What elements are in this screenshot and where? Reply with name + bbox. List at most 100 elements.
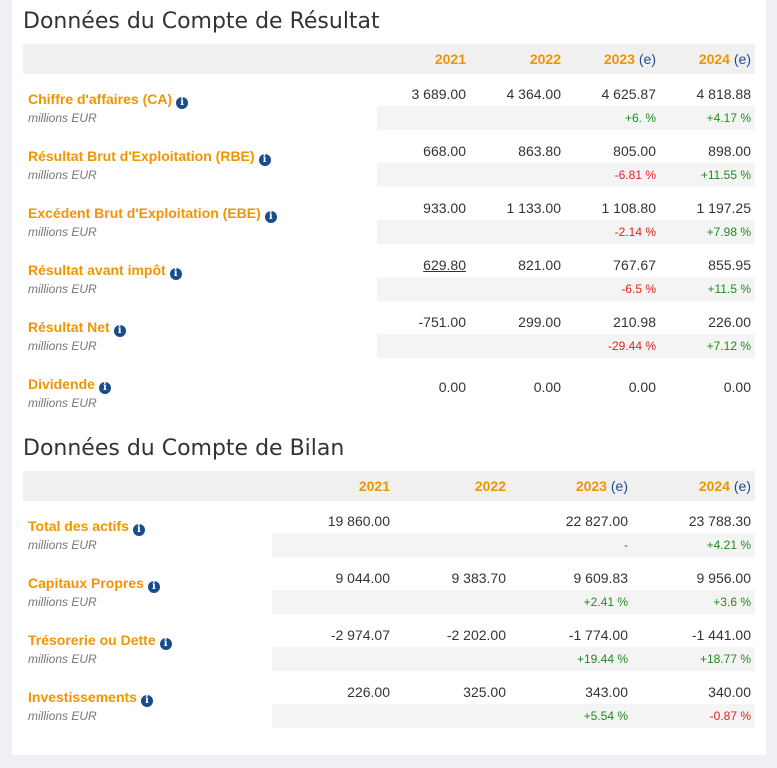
row-unit: millions EUR bbox=[28, 168, 97, 182]
value-cell-2022: 299.00 bbox=[518, 314, 561, 330]
value-cell-2023: 343.00 bbox=[585, 684, 628, 700]
value-cell-2022: 325.00 bbox=[463, 684, 506, 700]
year-label: 2024 bbox=[698, 478, 730, 494]
change-cell-2024: +4.17 % bbox=[706, 111, 751, 125]
info-icon[interactable]: i bbox=[147, 581, 160, 593]
info-icon[interactable]: i bbox=[132, 524, 145, 536]
info-icon[interactable]: i bbox=[113, 325, 126, 337]
change-row-band bbox=[377, 163, 755, 187]
year-header-2021: 2021 bbox=[359, 471, 390, 501]
change-row-band bbox=[272, 590, 755, 614]
value-cell-2021: 0.00 bbox=[438, 379, 466, 395]
row-label-1[interactable]: Chiffre d'affaires (CA) i bbox=[28, 90, 189, 109]
change-cell-2023: -2.14 % bbox=[614, 225, 656, 239]
row-label-2[interactable]: Capitaux Propres i bbox=[28, 574, 160, 593]
change-row-band bbox=[377, 106, 755, 130]
info-icon[interactable]: i bbox=[258, 154, 271, 166]
info-icon[interactable]: i bbox=[169, 268, 182, 280]
value-cell-2021: 3 689.00 bbox=[411, 86, 467, 102]
year-label: 2022 bbox=[474, 478, 506, 494]
info-icon[interactable]: i bbox=[264, 211, 277, 223]
change-cell-2023: +5.54 % bbox=[583, 709, 628, 723]
row-label-2[interactable]: Résultat Brut d'Exploitation (RBE) i bbox=[28, 147, 271, 166]
change-row-band bbox=[272, 647, 755, 671]
year-label: 2023 bbox=[575, 478, 607, 494]
row-label-3[interactable]: Excédent Brut d'Exploitation (EBE) i bbox=[28, 204, 277, 223]
value-cell-2022: 0.00 bbox=[533, 379, 561, 395]
row-label-text[interactable]: Excédent Brut d'Exploitation (EBE) bbox=[28, 205, 261, 221]
change-cell-2024: +4.21 % bbox=[706, 538, 751, 552]
value-cell-2021: 19 860.00 bbox=[327, 513, 390, 529]
balance-section-title: Données du Compte de Bilan bbox=[23, 436, 345, 461]
value-cell-2023: 767.67 bbox=[613, 257, 656, 273]
row-label-text[interactable]: Total des actifs bbox=[28, 518, 129, 534]
value-cell-2021[interactable]: 629.80 bbox=[423, 257, 466, 273]
value-cell-2024: 9 956.00 bbox=[696, 570, 752, 586]
row-unit: millions EUR bbox=[28, 652, 97, 666]
value-cell-2024: 4 818.88 bbox=[696, 86, 752, 102]
value-cell-2022: 821.00 bbox=[518, 257, 561, 273]
change-row-band bbox=[272, 533, 755, 557]
value-cell-2021: 9 044.00 bbox=[335, 570, 391, 586]
value-cell-2023: -1 774.00 bbox=[568, 627, 628, 643]
row-label-text[interactable]: Trésorerie ou Dette bbox=[28, 632, 156, 648]
value-cell-2024: 1 197.25 bbox=[696, 200, 752, 216]
row-label-text[interactable]: Résultat avant impôt bbox=[28, 262, 166, 278]
row-unit: millions EUR bbox=[28, 111, 97, 125]
change-cell-2024: +7.12 % bbox=[706, 339, 751, 353]
info-icon[interactable]: i bbox=[98, 382, 111, 394]
row-label-text[interactable]: Dividende bbox=[28, 376, 95, 392]
row-unit: millions EUR bbox=[28, 396, 97, 410]
change-cell-2024: +18.77 % bbox=[699, 652, 751, 666]
row-label-5[interactable]: Résultat Net i bbox=[28, 318, 126, 337]
value-cell-2024: 226.00 bbox=[708, 314, 751, 330]
change-row-band bbox=[377, 220, 755, 244]
year-header-2024: 2024 (e) bbox=[699, 44, 751, 74]
info-icon[interactable]: i bbox=[176, 97, 189, 109]
row-label-text[interactable]: Investissements bbox=[28, 689, 137, 705]
value-cell-2024: 23 788.30 bbox=[688, 513, 751, 529]
row-label-text[interactable]: Capitaux Propres bbox=[28, 575, 144, 591]
year-header-2024: 2024 (e) bbox=[699, 471, 751, 501]
estimate-marker: (e) bbox=[733, 51, 751, 67]
row-label-text[interactable]: Résultat Brut d'Exploitation (RBE) bbox=[28, 148, 255, 164]
change-cell-2023: +2.41 % bbox=[583, 595, 628, 609]
value-cell-2022: 863.80 bbox=[518, 143, 561, 159]
row-unit: millions EUR bbox=[28, 339, 97, 353]
row-label-4[interactable]: Résultat avant impôt i bbox=[28, 261, 182, 280]
value-cell-2023: 1 108.80 bbox=[601, 200, 657, 216]
change-cell-2023: -6.5 % bbox=[621, 282, 656, 296]
row-label-text[interactable]: Chiffre d'affaires (CA) bbox=[28, 91, 173, 107]
value-cell-2023: 9 609.83 bbox=[573, 570, 629, 586]
change-row-band bbox=[377, 277, 755, 301]
value-cell-2022: 4 364.00 bbox=[506, 86, 562, 102]
year-header-2022: 2022 bbox=[530, 44, 561, 74]
value-cell-2021: 226.00 bbox=[347, 684, 390, 700]
change-cell-2024: +3.6 % bbox=[713, 595, 751, 609]
change-cell-2023: -29.44 % bbox=[607, 339, 656, 353]
change-cell-2024: -0.87 % bbox=[709, 709, 751, 723]
row-unit: millions EUR bbox=[28, 709, 97, 723]
year-header-2023: 2023 (e) bbox=[576, 471, 628, 501]
row-label-text[interactable]: Résultat Net bbox=[28, 319, 110, 335]
year-label: 2023 bbox=[603, 51, 635, 67]
value-cell-2024: 340.00 bbox=[708, 684, 751, 700]
change-cell-2023: - bbox=[624, 538, 628, 552]
row-label-3[interactable]: Trésorerie ou Dette i bbox=[28, 631, 172, 650]
row-label-1[interactable]: Total des actifs i bbox=[28, 517, 145, 536]
value-cell-2021: -751.00 bbox=[418, 314, 466, 330]
change-cell-2023: +6. % bbox=[624, 111, 656, 125]
year-header-2022: 2022 bbox=[475, 471, 506, 501]
info-icon[interactable]: i bbox=[140, 695, 153, 707]
change-row-band bbox=[272, 704, 755, 728]
year-header-2023: 2023 (e) bbox=[604, 44, 656, 74]
year-header-2021: 2021 bbox=[435, 44, 466, 74]
value-cell-2021: 933.00 bbox=[423, 200, 466, 216]
row-unit: millions EUR bbox=[28, 595, 97, 609]
value-cell-2021: -2 974.07 bbox=[330, 627, 390, 643]
row-unit: millions EUR bbox=[28, 225, 97, 239]
value-cell-2023: 805.00 bbox=[613, 143, 656, 159]
row-label-6[interactable]: Dividende i bbox=[28, 375, 111, 394]
row-label-4[interactable]: Investissements i bbox=[28, 688, 153, 707]
info-icon[interactable]: i bbox=[159, 638, 172, 650]
